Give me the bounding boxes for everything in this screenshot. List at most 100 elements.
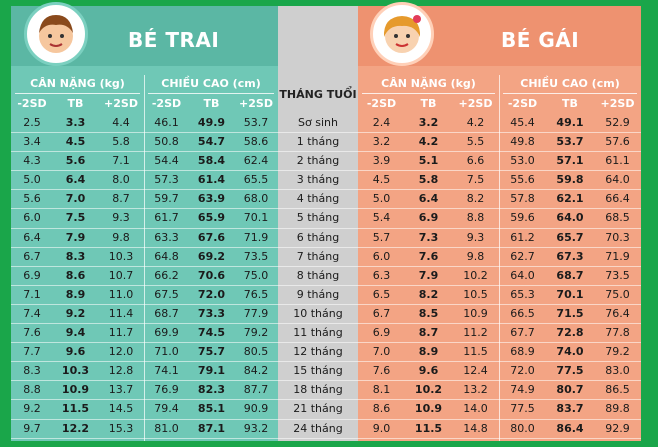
table-cell: 58.6 [243,135,269,149]
age-row: 24 tháng [278,420,358,439]
table-cell: 8.6 [65,268,86,282]
age-row: 2 tháng [278,152,358,172]
table-row: 5.6 7.0 8.7 59.7 63.9 68.0 [11,190,278,210]
table-cell: 93.2 [243,421,269,435]
table-cell: 14.8 [463,421,488,435]
table-cell: 7.6 [372,364,391,378]
girl-col-header: +2SD [458,97,493,110]
boy-col-header: +2SD [239,97,273,110]
boy-col-header: TB [67,97,84,110]
table-cell: 64.0 [556,211,584,225]
table-cell: 61.1 [605,154,630,168]
table-cell: 63.3 [154,230,179,244]
table-cell: 8.9 [418,345,439,359]
table-cell: 79.1 [197,364,226,378]
table-cell: 75.0 [243,268,269,282]
table-row: 4.3 5.6 7.1 54.4 58.4 62.4 [11,152,278,172]
table-cell: 8.1 [372,383,391,397]
table-cell: 69.2 [197,249,226,263]
age-label: 1 tháng [296,135,340,149]
table-cell: 11.2 [463,326,488,340]
age-row: 7 tháng [278,248,358,267]
table-cell: 11.5 [414,421,443,435]
age-row: 1 tháng [278,133,358,153]
boy-col-header: -2SD [17,97,47,110]
table-row: 6.0 7.6 9.8 62.7 67.3 71.9 [358,248,641,267]
table-cell: 7.5 [65,211,86,225]
age-row: 4 tháng [278,190,358,210]
table-cell: 6.4 [418,192,439,206]
table-row: 8.6 10.9 14.0 77.5 83.7 89.8 [358,400,641,420]
table-cell: 10.2 [463,268,488,282]
table-cell: 80.7 [556,383,584,397]
table-cell: 65.7 [556,230,584,244]
age-row: 8 tháng [278,267,358,286]
table-cell: 6.7 [23,249,41,263]
table-cell: 5.0 [372,192,391,206]
table-cell: 3.4 [23,135,41,149]
table-cell: 4.5 [372,173,391,187]
table-cell: 65.3 [510,287,535,301]
table-cell: 7.5 [466,173,485,187]
table-cell: 71.9 [243,230,269,244]
table-cell: 8.7 [112,192,130,206]
table-cell: 11.5 [463,345,488,359]
table-cell: 53.7 [556,135,584,149]
table-row: 2.4 3.2 4.2 45.4 49.1 52.9 [358,114,641,134]
table-cell: 62.4 [243,154,269,168]
boy-col-header: TB [203,97,220,110]
age-header: THÁNG TUỔI [279,88,357,101]
table-cell: 10.3 [108,249,134,263]
table-row: 7.0 8.9 11.5 68.9 74.0 79.2 [358,343,641,363]
table-cell: 59.8 [556,173,584,187]
table-cell: 81.0 [154,421,179,435]
table-cell: 64.8 [154,249,179,263]
table-cell: 7.6 [418,249,439,263]
girl-weight-header: CÂN NẶNG (kg) [381,77,476,90]
girl-rows: 2.4 3.2 4.2 45.4 49.1 52.9 3.2 4.2 5.5 49.8 53.7 57… [358,114,641,439]
table-cell: 76.4 [605,306,630,320]
table-cell: 6.9 [418,211,439,225]
table-cell: 5.6 [23,192,41,206]
table-row: 5.0 6.4 8.0 57.3 61.4 65.5 [11,171,278,191]
age-column: THÁNG TUỔI Sơ sinh 1 tháng 2 tháng 3 tháng 4… [278,6,358,441]
table-cell: 12.4 [463,364,488,378]
table-cell: 9.4 [65,326,86,340]
table-cell: 13.2 [463,383,488,397]
table-cell: 9.3 [112,211,130,225]
table-cell: 14.0 [463,402,488,416]
table-cell: 8.5 [418,306,439,320]
table-cell: 9.0 [372,421,391,435]
table-cell: 72.0 [510,364,535,378]
table-cell: 87.1 [197,421,226,435]
table-cell: 61.2 [510,230,535,244]
table-cell: 46.1 [154,116,179,129]
table-cell: 5.4 [372,211,391,225]
age-label: 21 tháng [293,402,343,416]
table-cell: 12.2 [61,421,90,435]
table-cell: 61.4 [197,173,226,187]
table-row: 3.2 4.2 5.5 49.8 53.7 57.6 [358,133,641,153]
age-row: 21 tháng [278,400,358,420]
table-cell: 77.5 [510,402,535,416]
table-cell: 5.8 [418,173,439,187]
girl-col-header: TB [562,97,578,110]
table-cell: 58.4 [197,154,226,168]
table-cell: 67.5 [154,287,179,301]
table-cell: 73.3 [197,306,226,320]
table-cell: 57.1 [556,154,584,168]
table-cell: 5.6 [65,154,86,168]
table-cell: 67.3 [556,249,584,263]
table-cell: 65.5 [243,173,269,187]
table-cell: 9.2 [23,402,41,416]
table-cell: 13.7 [108,383,134,397]
table-cell: 9.7 [23,421,41,435]
table-cell: 7.6 [23,326,41,340]
table-cell: 67.7 [510,326,535,340]
age-label: 11 tháng [293,326,343,340]
table-cell: 75.7 [197,345,226,359]
table-cell: 59.6 [510,211,535,225]
table-row: 5.0 6.4 8.2 57.8 62.1 66.4 [358,190,641,210]
table-cell: 8.8 [23,383,41,397]
table-cell: 5.0 [23,173,41,187]
